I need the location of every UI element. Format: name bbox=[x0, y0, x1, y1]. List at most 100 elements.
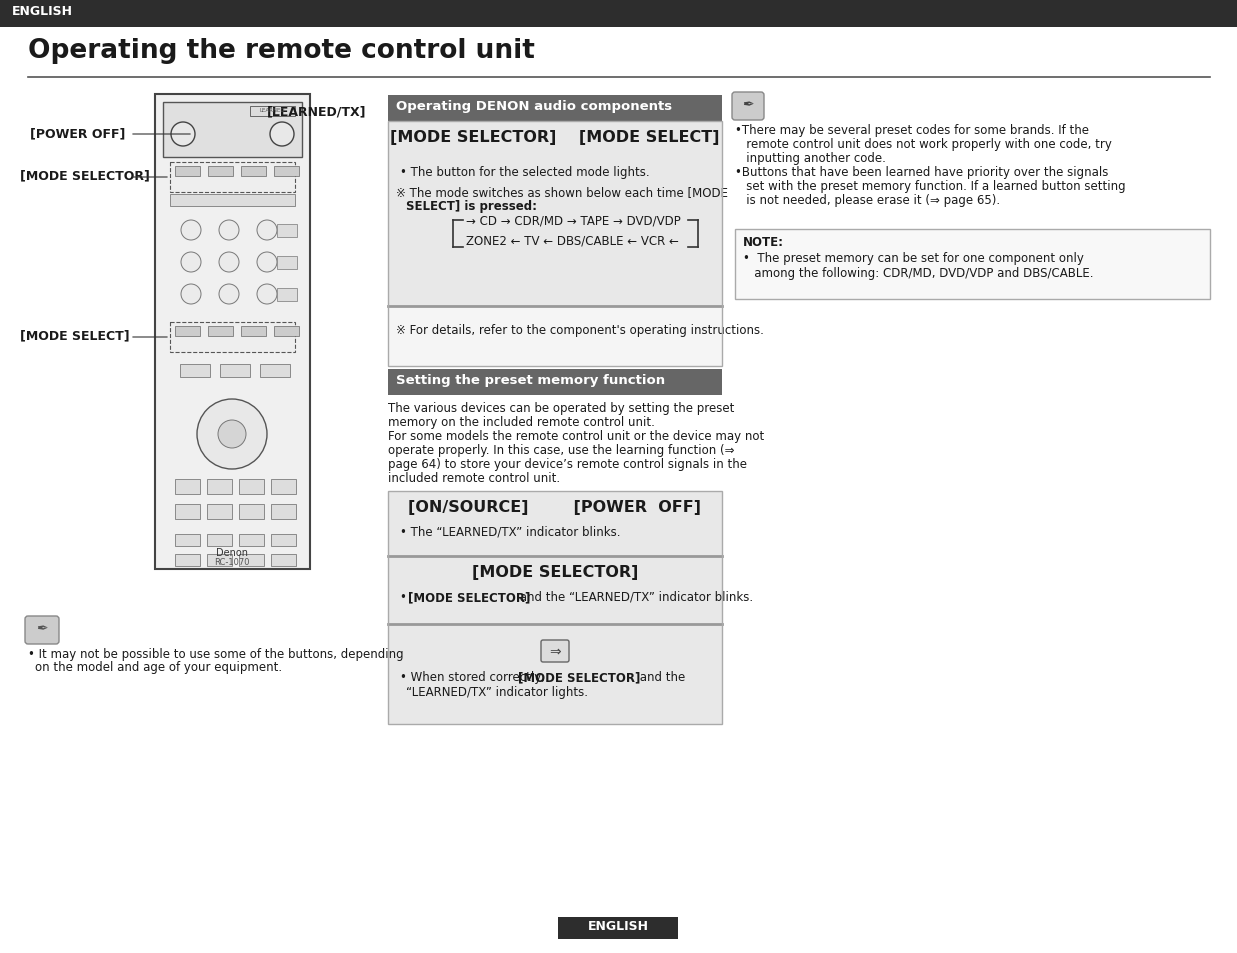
Bar bbox=[239, 504, 263, 519]
Text: [MODE SELECTOR]: [MODE SELECTOR] bbox=[471, 564, 638, 579]
Text: [MODE SELECTOR]: [MODE SELECTOR] bbox=[518, 670, 641, 683]
Bar bbox=[174, 504, 200, 519]
Circle shape bbox=[219, 221, 239, 241]
Text: ※ The mode switches as shown below each time [MODE: ※ The mode switches as shown below each … bbox=[396, 186, 729, 199]
Bar bbox=[388, 370, 722, 395]
Bar bbox=[163, 103, 302, 158]
Bar bbox=[260, 365, 289, 377]
Bar bbox=[220, 365, 250, 377]
Text: The various devices can be operated by setting the preset: The various devices can be operated by s… bbox=[388, 401, 735, 415]
Text: Setting the preset memory function: Setting the preset memory function bbox=[396, 374, 666, 387]
Text: → CD → CDR/MD → TAPE → DVD/VDP: → CD → CDR/MD → TAPE → DVD/VDP bbox=[466, 213, 680, 227]
Text: ENGLISH: ENGLISH bbox=[12, 5, 73, 18]
Circle shape bbox=[219, 253, 239, 273]
Text: ※ For details, refer to the component's operating instructions.: ※ For details, refer to the component's … bbox=[396, 324, 764, 336]
Text: [MODE SELECTOR]: [MODE SELECTOR] bbox=[20, 169, 150, 182]
Bar bbox=[388, 492, 722, 557]
Text: RC-1070: RC-1070 bbox=[214, 558, 250, 566]
Text: •Buttons that have been learned have priority over the signals: •Buttons that have been learned have pri… bbox=[735, 166, 1108, 179]
Bar bbox=[735, 230, 1210, 299]
Text: • The button for the selected mode lights.: • The button for the selected mode light… bbox=[400, 166, 649, 179]
FancyBboxPatch shape bbox=[25, 617, 59, 644]
FancyBboxPatch shape bbox=[541, 640, 569, 662]
Bar bbox=[239, 535, 263, 546]
Bar bbox=[388, 624, 722, 724]
Text: on the model and age of your equipment.: on the model and age of your equipment. bbox=[35, 660, 282, 673]
Bar bbox=[558, 917, 678, 939]
Bar bbox=[174, 535, 200, 546]
Text: included remote control unit.: included remote control unit. bbox=[388, 472, 560, 484]
Text: LEARNED: LEARNED bbox=[260, 108, 285, 112]
Text: • It may not be possible to use some of the buttons, depending: • It may not be possible to use some of … bbox=[28, 647, 403, 660]
Bar bbox=[239, 555, 263, 566]
Bar bbox=[388, 122, 722, 367]
Bar bbox=[174, 479, 200, 495]
Text: •  The preset memory can be set for one component only: • The preset memory can be set for one c… bbox=[743, 252, 1084, 265]
Bar bbox=[277, 289, 297, 302]
Circle shape bbox=[219, 285, 239, 305]
Bar bbox=[207, 535, 233, 546]
Text: ENGLISH: ENGLISH bbox=[588, 919, 648, 932]
Bar bbox=[271, 535, 296, 546]
Text: [MODE SELECTOR]: [MODE SELECTOR] bbox=[408, 590, 531, 603]
Text: [MODE SELECT]: [MODE SELECT] bbox=[20, 329, 130, 341]
Bar bbox=[271, 504, 296, 519]
Bar bbox=[169, 163, 294, 193]
Bar bbox=[0, 0, 1237, 28]
Circle shape bbox=[257, 285, 277, 305]
Bar bbox=[169, 194, 294, 207]
Circle shape bbox=[218, 420, 246, 449]
Text: •There may be several preset codes for some brands. If the: •There may be several preset codes for s… bbox=[735, 124, 1089, 137]
Bar bbox=[207, 555, 233, 566]
Text: Denon: Denon bbox=[216, 547, 247, 558]
Bar bbox=[241, 327, 266, 336]
Bar bbox=[181, 365, 210, 377]
Text: and the “LEARNED/TX” indicator blinks.: and the “LEARNED/TX” indicator blinks. bbox=[516, 590, 753, 603]
Bar bbox=[277, 256, 297, 270]
Text: Operating the remote control unit: Operating the remote control unit bbox=[28, 38, 534, 64]
Circle shape bbox=[270, 123, 294, 147]
Circle shape bbox=[181, 285, 200, 305]
Circle shape bbox=[171, 123, 195, 147]
Bar bbox=[207, 479, 233, 495]
Bar bbox=[388, 557, 722, 624]
Circle shape bbox=[181, 253, 200, 273]
Bar bbox=[155, 95, 310, 569]
Text: [ON/SOURCE]        [POWER  OFF]: [ON/SOURCE] [POWER OFF] bbox=[408, 499, 701, 515]
Text: page 64) to store your device’s remote control signals in the: page 64) to store your device’s remote c… bbox=[388, 457, 747, 471]
FancyBboxPatch shape bbox=[732, 92, 764, 121]
Bar bbox=[388, 307, 722, 367]
Text: “LEARNED/TX” indicator lights.: “LEARNED/TX” indicator lights. bbox=[406, 685, 588, 699]
Text: memory on the included remote control unit.: memory on the included remote control un… bbox=[388, 416, 654, 429]
Text: ⇒: ⇒ bbox=[549, 644, 560, 659]
Text: and the: and the bbox=[636, 670, 685, 683]
Bar bbox=[250, 107, 294, 117]
Bar bbox=[174, 327, 200, 336]
Text: For some models the remote control unit or the device may not: For some models the remote control unit … bbox=[388, 430, 764, 442]
Circle shape bbox=[257, 221, 277, 241]
Bar bbox=[239, 479, 263, 495]
Text: SELECT] is pressed:: SELECT] is pressed: bbox=[406, 200, 537, 213]
Text: remote control unit does not work properly with one code, try: remote control unit does not work proper… bbox=[735, 138, 1112, 151]
Text: NOTE:: NOTE: bbox=[743, 235, 784, 249]
Bar bbox=[169, 323, 294, 353]
Text: among the following: CDR/MD, DVD/VDP and DBS/CABLE.: among the following: CDR/MD, DVD/VDP and… bbox=[743, 267, 1094, 280]
Text: is not needed, please erase it (⇒ page 65).: is not needed, please erase it (⇒ page 6… bbox=[735, 193, 1001, 207]
Text: • When stored correctly,: • When stored correctly, bbox=[400, 670, 549, 683]
Bar bbox=[174, 167, 200, 177]
Bar bbox=[275, 327, 299, 336]
Bar bbox=[208, 327, 233, 336]
Bar bbox=[174, 555, 200, 566]
Text: inputting another code.: inputting another code. bbox=[735, 152, 886, 165]
Circle shape bbox=[257, 253, 277, 273]
Bar bbox=[277, 225, 297, 237]
Bar bbox=[241, 167, 266, 177]
Text: ✒: ✒ bbox=[36, 621, 48, 636]
Text: operate properly. In this case, use the learning function (⇒: operate properly. In this case, use the … bbox=[388, 443, 735, 456]
Text: [POWER OFF]: [POWER OFF] bbox=[30, 127, 125, 140]
Text: [LEARNED/TX]: [LEARNED/TX] bbox=[267, 105, 366, 118]
Text: •: • bbox=[400, 590, 411, 603]
Text: ZONE2 ← TV ← DBS/CABLE ← VCR ←: ZONE2 ← TV ← DBS/CABLE ← VCR ← bbox=[466, 233, 679, 247]
Text: • The “LEARNED/TX” indicator blinks.: • The “LEARNED/TX” indicator blinks. bbox=[400, 525, 621, 538]
Bar bbox=[271, 555, 296, 566]
